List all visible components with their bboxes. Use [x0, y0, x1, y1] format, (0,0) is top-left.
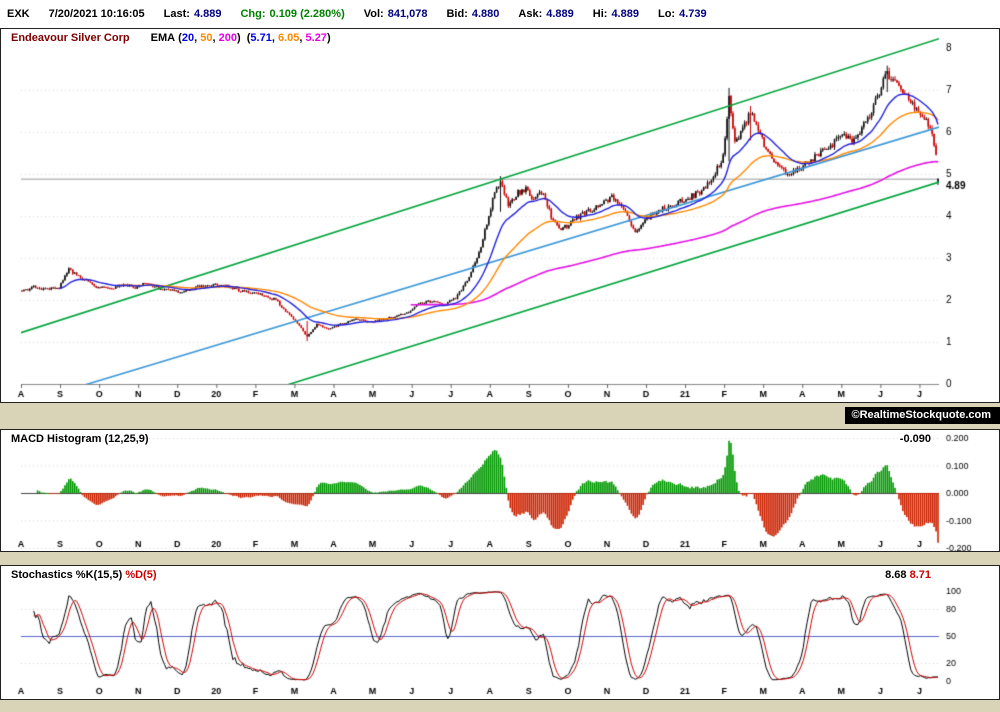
legend-paren: (	[178, 32, 182, 44]
ema-value-20: 5.71	[250, 32, 272, 44]
price-chart-canvas	[1, 29, 999, 402]
stochastics-chart-canvas	[1, 566, 999, 699]
stoch-k-value: 8.68	[885, 569, 907, 581]
stoch-d-value: 8.71	[909, 569, 931, 581]
legend-sep: ,	[212, 32, 219, 44]
last-value: 4.889	[193, 8, 222, 20]
panel-separator	[0, 552, 1000, 565]
ema-period-50: 50	[200, 32, 213, 44]
high-label: Hi:	[592, 8, 608, 20]
bid-value: 4.880	[471, 8, 500, 20]
stochastics-panel: Stochastics %K(15,5) %D(5) 8.68 8.71	[0, 565, 1000, 700]
bid-label: Bid:	[446, 8, 468, 20]
price-chart-header: Endeavour Silver Corp EMA (20, 50, 200) …	[11, 32, 331, 44]
ask-label: Ask:	[518, 8, 543, 20]
legend-sep: ,	[194, 32, 201, 44]
watermark-link[interactable]: ©RealtimeStockquote.com	[845, 407, 1000, 424]
legend-paren: (	[246, 32, 251, 44]
quote-field-bid: Bid: 4.880	[446, 8, 499, 20]
legend-sep: ,	[271, 32, 278, 44]
panel-separator: ©RealtimeStockquote.com	[0, 403, 1000, 429]
ema-legend: EMA (20, 50, 200) (5.71, 6.05, 5.27)	[151, 32, 331, 44]
stochastics-values: 8.68 8.71	[885, 569, 931, 581]
ema-period-20: 20	[181, 32, 195, 44]
macd-panel: MACD Histogram (12,25,9) -0.090	[0, 429, 1000, 552]
legend-sep: ,	[299, 32, 306, 44]
quote-field-volume: Vol: 841,078	[364, 8, 428, 20]
ema-period-200: 200	[218, 32, 237, 44]
quote-field-ask: Ask: 4.889	[518, 8, 573, 20]
company-name: Endeavour Silver Corp	[11, 32, 130, 44]
macd-chart-canvas	[1, 430, 999, 551]
ask-value: 4.889	[546, 8, 574, 20]
ema-label: EMA	[150, 32, 176, 44]
stochastics-title: Stochastics %K(15,5) %D(5)	[11, 569, 157, 581]
legend-paren: )	[236, 32, 241, 44]
quote-field-change: Chg: 0.109 (2.280%)	[240, 8, 344, 20]
price-chart-panel: Endeavour Silver Corp EMA (20, 50, 200) …	[0, 28, 1000, 403]
stoch-d-title: %D(5)	[125, 569, 157, 581]
ema-value-50: 6.05	[277, 32, 300, 44]
panel-separator	[0, 700, 1000, 712]
macd-title: MACD Histogram (12,25,9)	[11, 433, 149, 445]
high-value: 4.889	[611, 8, 639, 20]
volume-value: 841,078	[387, 8, 428, 20]
low-label: Lo:	[657, 8, 676, 20]
ticker-symbol: EXK	[7, 8, 30, 20]
quote-field-high: Hi: 4.889	[593, 8, 639, 20]
stoch-k-title: Stochastics %K(15,5)	[11, 569, 123, 581]
last-label: Last:	[163, 8, 190, 20]
low-value: 4.739	[679, 8, 707, 20]
quote-datetime: 7/20/2021 10:16:05	[48, 8, 145, 20]
ema-value-200: 5.27	[305, 32, 327, 44]
change-value: 0.109 (2.280%)	[269, 8, 345, 20]
quote-field-low: Lo: 4.739	[658, 8, 707, 20]
change-label: Chg:	[240, 8, 266, 20]
legend-paren: )	[326, 32, 331, 44]
quote-bar: EXK 7/20/2021 10:16:05 Last: 4.889 Chg: 0.…	[0, 0, 1000, 28]
volume-label: Vol:	[363, 8, 384, 20]
macd-current-value: -0.090	[899, 433, 931, 445]
quote-field-last: Last: 4.889	[164, 8, 222, 20]
